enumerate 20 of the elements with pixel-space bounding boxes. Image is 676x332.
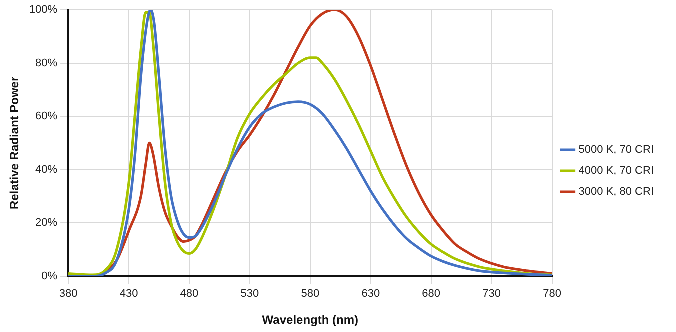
x-tick-label: 730 (482, 288, 501, 300)
y-tick-label: 80% (36, 57, 58, 70)
legend-label: 4000 K, 70 CRI (578, 165, 654, 178)
y-tick-label: 0% (42, 270, 58, 282)
x-axis-title: Wavelength (nm) (262, 313, 359, 328)
x-tick-label: 630 (362, 288, 380, 300)
legend-label: 3000 K, 80 CRI (578, 186, 654, 198)
x-tick-label: 530 (240, 288, 260, 300)
y-axis-title: Relative Radiant Power (8, 76, 22, 210)
x-tick-label: 780 (543, 288, 562, 300)
y-tick-label: 60% (36, 110, 58, 123)
y-tick-label: 100% (29, 4, 58, 16)
x-tick-label: 480 (180, 288, 199, 300)
x-tick-label: 680 (422, 288, 441, 300)
legend-label: 5000 K, 70 CRI (578, 144, 654, 156)
x-tick-label: 430 (120, 288, 138, 300)
x-tick-label: 380 (59, 288, 78, 300)
y-tick-label: 40% (36, 164, 58, 176)
y-tick-label: 20% (36, 217, 58, 230)
x-tick-label: 580 (301, 288, 320, 300)
